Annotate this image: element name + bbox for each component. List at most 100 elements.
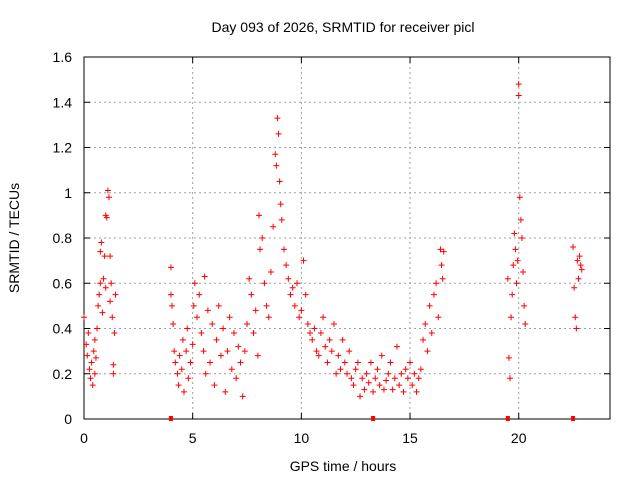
data-point: [184, 325, 191, 332]
data-point: [270, 223, 277, 230]
data-point: [105, 194, 112, 201]
data-point: [89, 382, 96, 389]
x-tick-label: 5: [189, 430, 197, 446]
data-point: [402, 366, 409, 373]
data-point: [344, 370, 350, 377]
data-point: [570, 244, 577, 251]
data-point: [359, 375, 366, 382]
data-point: [515, 81, 522, 88]
data-point: [172, 359, 179, 366]
data-point: [87, 375, 94, 382]
data-point: [280, 246, 287, 253]
plot-frame: [83, 56, 611, 420]
data-point: [180, 388, 187, 395]
data-point: [389, 386, 396, 393]
data-point: [376, 382, 383, 389]
data-point: [187, 359, 194, 366]
data-point: [383, 377, 390, 384]
data-point: [241, 348, 248, 355]
data-point: [86, 366, 93, 373]
data-point: [228, 366, 235, 373]
data-point: [440, 248, 447, 255]
data-point: [277, 201, 284, 208]
data-point: [261, 280, 268, 287]
data-point: [174, 370, 181, 377]
data-point: [207, 359, 214, 366]
data-point: [102, 284, 109, 291]
y-tick-label: 0.8: [53, 230, 73, 246]
zero-marker: [571, 416, 576, 421]
data-point: [298, 307, 305, 314]
data-point: [97, 280, 104, 287]
data-point: [104, 187, 111, 194]
data-point: [91, 336, 98, 343]
data-point: [337, 366, 344, 373]
data-point: [99, 309, 106, 316]
data-point: [508, 314, 515, 321]
data-point: [276, 178, 283, 185]
data-point: [230, 330, 237, 337]
data-point: [346, 348, 353, 355]
data-point: [263, 302, 270, 309]
data-point: [294, 280, 301, 287]
data-point: [428, 330, 435, 337]
data-point: [103, 214, 110, 221]
data-point: [167, 264, 174, 271]
data-point: [333, 370, 340, 377]
data-point: [217, 352, 224, 359]
data-point: [111, 330, 118, 337]
x-tick-label: 20: [511, 430, 527, 446]
data-point: [363, 370, 370, 377]
y-tick-label: 1.4: [53, 94, 73, 110]
data-point: [510, 262, 517, 269]
data-point: [189, 341, 196, 348]
data-point: [433, 280, 440, 287]
y-axis-title: SRMTID / TECUs: [6, 183, 22, 293]
data-point: [257, 246, 264, 253]
data-point: [518, 235, 525, 241]
data-point: [287, 291, 294, 298]
data-point: [572, 314, 579, 321]
data-point: [235, 343, 242, 350]
data-point: [110, 370, 117, 377]
y-tick-label: 1.6: [53, 49, 73, 65]
data-point: [100, 275, 107, 282]
data-point: [285, 275, 292, 282]
data-point: [348, 375, 355, 382]
y-tick-label: 1: [64, 185, 72, 201]
data-point: [422, 320, 429, 327]
data-point: [387, 359, 394, 366]
data-point: [179, 336, 186, 343]
data-point: [326, 336, 333, 343]
data-point: [307, 330, 314, 337]
data-point: [267, 268, 274, 275]
data-point: [283, 262, 290, 269]
data-point: [365, 379, 372, 386]
data-point: [255, 212, 262, 219]
data-point: [101, 253, 108, 260]
data-point: [92, 354, 99, 361]
data-point: [202, 370, 209, 377]
data-point: [354, 359, 361, 366]
data-point: [407, 359, 414, 366]
data-point: [352, 366, 359, 373]
data-point: [274, 115, 281, 122]
data-point: [98, 239, 105, 246]
data-point: [107, 253, 114, 260]
data-point: [370, 388, 377, 395]
data-point: [309, 336, 316, 343]
data-point: [81, 314, 87, 321]
data-point: [191, 280, 198, 287]
data-point: [512, 246, 519, 253]
gridlines: [84, 57, 610, 419]
x-tick-label: 10: [294, 430, 310, 446]
data-point: [435, 314, 442, 321]
data-point: [577, 262, 584, 269]
zero-marker: [505, 416, 510, 421]
data-point: [350, 382, 357, 389]
data-point: [517, 216, 524, 223]
data-point: [248, 291, 255, 298]
data-point: [511, 230, 518, 237]
data-point: [571, 284, 578, 291]
y-tick-label: 0.6: [53, 275, 73, 291]
